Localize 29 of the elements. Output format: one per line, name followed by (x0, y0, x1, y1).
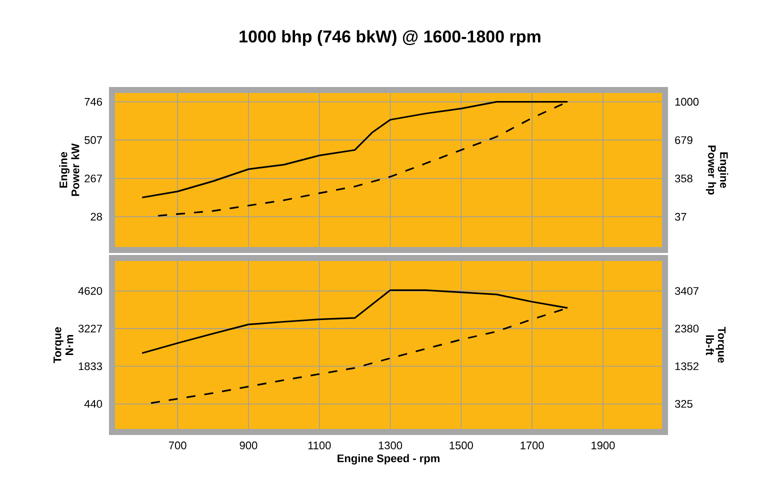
y2-tick-label: 37 (674, 212, 686, 221)
y-tick-label: 1833 (78, 362, 102, 370)
y2-axis-title: Torque lb-ft (706, 326, 726, 363)
y-tick-label: 746 (84, 98, 102, 106)
y2-tick-label: 679 (675, 136, 692, 144)
y-axis-title: Torque N·m (54, 327, 74, 364)
y2-tick-label: 358 (674, 174, 692, 182)
y-tick-label: 3227 (78, 324, 102, 332)
x-axis-title: Engine Speed - rpm (338, 454, 440, 464)
chart-title: 1000 bhp (746 bkW) @ 1600-1800 rpm (240, 30, 540, 46)
x-tick-label: 1700 (520, 442, 544, 450)
x-tick-label: 700 (168, 442, 186, 450)
y-tick-label: 4620 (78, 287, 102, 295)
y2-axis-title: Engine Power hp (706, 146, 728, 195)
y2-tick-label: 2380 (675, 324, 699, 332)
y-axis-title: Engine Power kW (59, 143, 80, 196)
y2-tick-label: 325 (674, 400, 692, 408)
y-tick-label: 267 (84, 174, 102, 182)
y2-tick-label: 1000 (675, 98, 699, 106)
x-tick-label: 900 (240, 442, 258, 450)
y-tick-label: 28 (90, 212, 102, 221)
x-tick-label: 1500 (450, 442, 473, 450)
y-tick-label: 507 (84, 136, 102, 144)
x-tick-label: 1300 (378, 442, 402, 450)
y-tick-label: 440 (84, 400, 102, 408)
y2-tick-label: 1352 (675, 362, 698, 370)
y2-tick-label: 3407 (674, 287, 698, 295)
x-tick-label: 1100 (308, 442, 331, 450)
x-tick-label: 1900 (592, 442, 615, 450)
